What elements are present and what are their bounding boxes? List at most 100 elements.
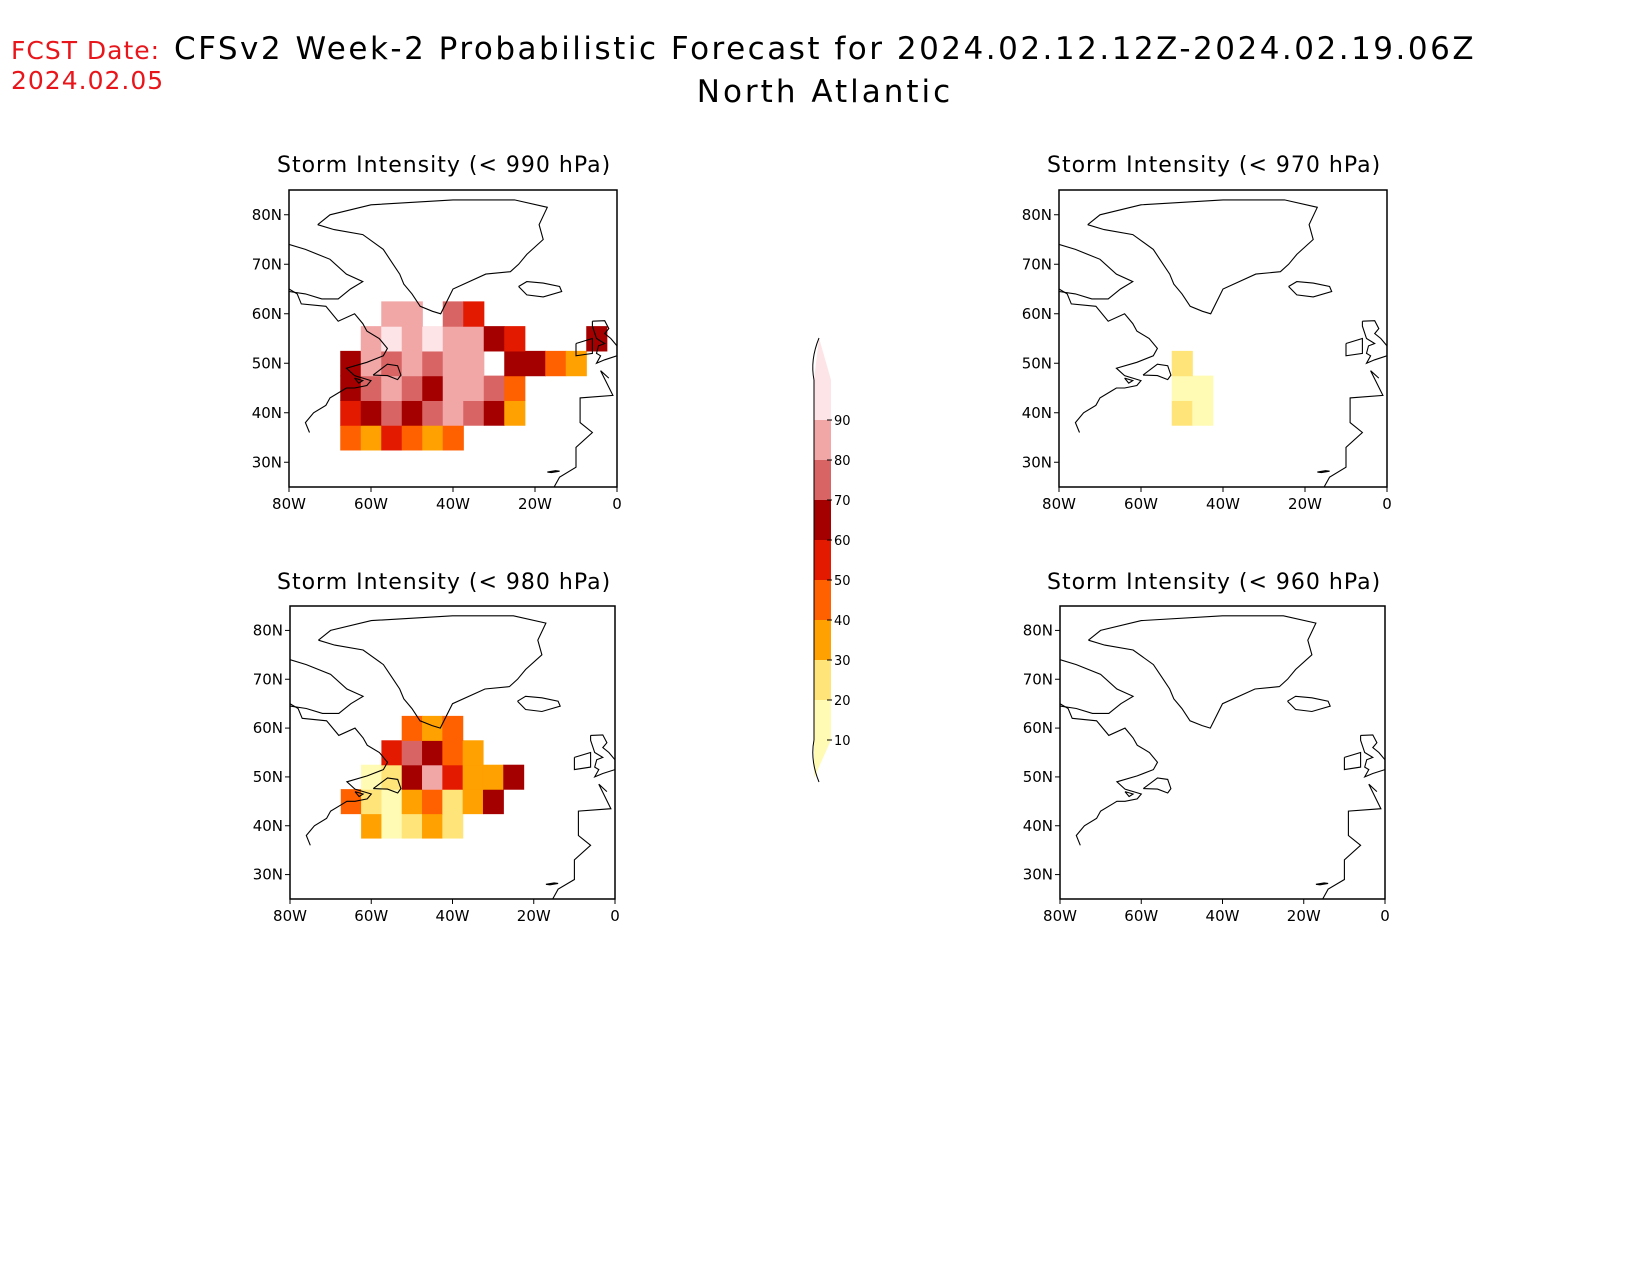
lat-tick-label: 50N: [253, 768, 283, 786]
coastline-path: [1060, 659, 1135, 714]
coastline-path: [573, 751, 592, 771]
probability-cell: [482, 789, 504, 815]
coastline: [289, 199, 617, 487]
probability-cell: [462, 789, 484, 815]
colorbar-label: 30: [834, 654, 851, 669]
probability-cell: [442, 301, 464, 327]
probability-field: [1171, 350, 1214, 426]
probability-cell: [442, 326, 464, 352]
colorbar-segment: [814, 500, 831, 540]
lat-tick-label: 40N: [252, 404, 282, 422]
map-frame: [1058, 189, 1388, 488]
lon-tick-label: 80W: [1043, 907, 1077, 925]
lat-tick-label: 70N: [253, 670, 283, 688]
probability-cell: [381, 350, 403, 377]
lon-tick-label: 80W: [273, 907, 307, 925]
probability-cell: [504, 375, 526, 401]
colorbar-segment: [814, 620, 831, 660]
lat-tick-label: 70N: [252, 255, 282, 273]
forecast-date-value: 2024.02.05: [11, 66, 165, 95]
probability-cell: [442, 425, 464, 451]
probability-cell: [442, 375, 464, 401]
probability-cell: [401, 301, 423, 327]
lon-tick-label: 40W: [436, 907, 470, 925]
coastline: [1059, 199, 1387, 487]
probability-cell: [401, 350, 423, 377]
lat-tick-label: 60N: [252, 305, 282, 323]
probability-cell: [360, 350, 382, 377]
probability-cell: [422, 740, 443, 766]
colorbar-segment: [814, 540, 831, 580]
probability-cell: [545, 350, 567, 377]
probability-cell: [462, 764, 484, 790]
probability-cell: [503, 764, 525, 790]
coastline-path: [547, 470, 560, 474]
lon-tick-label: 0: [612, 495, 622, 513]
lat-tick-label: 80N: [252, 206, 282, 224]
colorbar-label: 20: [834, 694, 851, 709]
probability-cell: [401, 326, 423, 352]
probability-cell: [504, 326, 526, 352]
probability-cell: [442, 740, 464, 766]
probability-cell: [381, 740, 403, 766]
coastline-path: [518, 281, 563, 298]
coastline-path: [1124, 791, 1135, 798]
probability-cell: [442, 350, 464, 377]
coastline-path: [1142, 777, 1172, 794]
colorbar-label: 10: [834, 734, 851, 749]
lon-tick-label: 0: [1380, 907, 1390, 925]
lon-tick-label: 80W: [1042, 495, 1076, 513]
probability-cell: [340, 400, 362, 426]
probability-cell: [401, 425, 423, 451]
probability-cell: [361, 764, 383, 790]
lat-tick-label: 80N: [1023, 621, 1053, 639]
probability-cell: [442, 789, 464, 815]
lon-tick-label: 20W: [518, 495, 552, 513]
probability-cell: [361, 789, 383, 815]
coastline-path: [1087, 199, 1319, 315]
lat-tick-label: 60N: [253, 719, 283, 737]
coastline-path: [318, 615, 547, 729]
probability-cell: [401, 764, 423, 790]
probability-cell: [381, 326, 403, 352]
probability-cell: [401, 400, 423, 426]
colorbar-segment: [814, 460, 831, 500]
lat-tick-label: 80N: [253, 621, 283, 639]
coastline-path: [1315, 882, 1329, 886]
main-title: CFSv2 Week-2 Probabilistic Forecast for …: [173, 31, 1477, 67]
lat-tick-label: 30N: [252, 453, 282, 471]
probability-cell: [381, 789, 403, 815]
probability-cell: [463, 326, 485, 352]
probability-cell: [401, 715, 423, 741]
lon-tick-label: 20W: [517, 907, 551, 925]
lat-tick-label: 30N: [1022, 453, 1052, 471]
probability-cell: [1171, 375, 1193, 401]
probability-cell: [381, 375, 403, 401]
coastline-path: [1288, 281, 1333, 298]
colorbar-segment: [814, 420, 831, 460]
probability-cell: [340, 350, 362, 377]
colorbar-label: 90: [834, 414, 851, 429]
lat-tick-label: 40N: [253, 817, 283, 835]
probability-cell: [422, 813, 443, 839]
probability-cell: [360, 375, 382, 401]
lat-tick-label: 70N: [1023, 670, 1053, 688]
probability-cell: [1171, 400, 1193, 426]
coastline-path: [354, 791, 365, 798]
lat-tick-label: 30N: [253, 866, 283, 884]
probability-cell: [360, 400, 382, 426]
lon-tick-label: 60W: [1124, 495, 1158, 513]
probability-cell: [482, 764, 504, 790]
probability-cell: [422, 789, 443, 815]
coastline-path: [354, 377, 365, 384]
colorbar-label: 60: [834, 534, 851, 549]
lon-tick-label: 60W: [1124, 907, 1158, 925]
probability-cell: [422, 326, 444, 352]
lon-tick-label: 80W: [272, 495, 306, 513]
coastline-path: [372, 777, 402, 794]
colorbar-segment: [814, 660, 831, 700]
colorbar-segment: [814, 580, 831, 620]
colorbar-segment: [814, 700, 831, 740]
probability-cell: [401, 740, 423, 766]
